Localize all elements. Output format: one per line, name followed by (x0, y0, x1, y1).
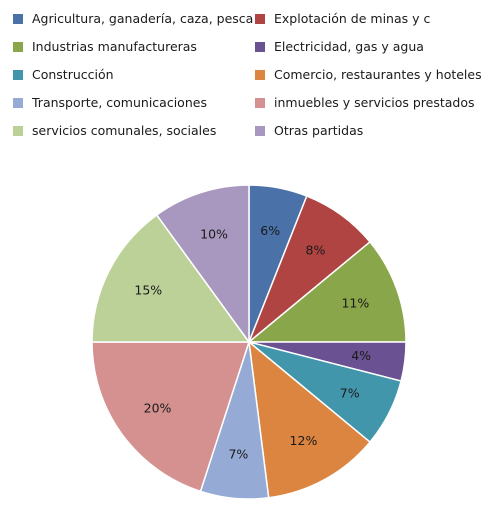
legend-swatch (13, 126, 23, 136)
slice-data-label: 11% (341, 296, 369, 311)
pie-slice (246, 240, 407, 343)
legend-label: Comercio, restaurantes y hoteles (274, 67, 482, 82)
legend-swatch (255, 42, 265, 52)
pie-slice (155, 184, 250, 345)
legend: Agricultura, ganadería, caza, pesca Explo… (0, 0, 489, 150)
slice-data-label: 15% (134, 283, 162, 298)
legend-label: Transporte, comunicaciones (32, 95, 207, 110)
legend-swatch (255, 14, 265, 24)
legend-swatch (255, 98, 265, 108)
legend-swatch (13, 70, 23, 80)
legend-label: inmuebles y servicios prestados (274, 95, 475, 110)
slice-data-label: 4% (351, 348, 371, 363)
legend-swatch (255, 70, 265, 80)
slice-data-label: 10% (200, 226, 228, 241)
legend-swatch (255, 126, 265, 136)
slice-data-label: 20% (144, 400, 172, 415)
legend-swatch (13, 42, 23, 52)
legend-label: Industrias manufactureras (32, 39, 197, 54)
slice-data-label: 7% (228, 447, 248, 462)
legend-swatch (13, 14, 23, 24)
legend-label: Agricultura, ganadería, caza, pesca (32, 11, 254, 26)
legend-swatch (13, 98, 23, 108)
legend-label: Explotación de minas y c (274, 11, 431, 26)
slice-data-label: 7% (340, 385, 360, 400)
pie-slice (91, 213, 251, 343)
pie-slice (91, 341, 251, 493)
pie-slice (248, 340, 372, 499)
legend-label: servicios comunales, sociales (32, 123, 217, 138)
slice-data-label: 12% (290, 433, 318, 448)
legend-label: Construcción (32, 67, 114, 82)
slice-data-label: 6% (260, 223, 280, 238)
legend-label: Otras partidas (274, 123, 364, 138)
legend-label: Electricidad, gas y agua (274, 39, 424, 54)
slice-data-label: 8% (306, 243, 326, 258)
